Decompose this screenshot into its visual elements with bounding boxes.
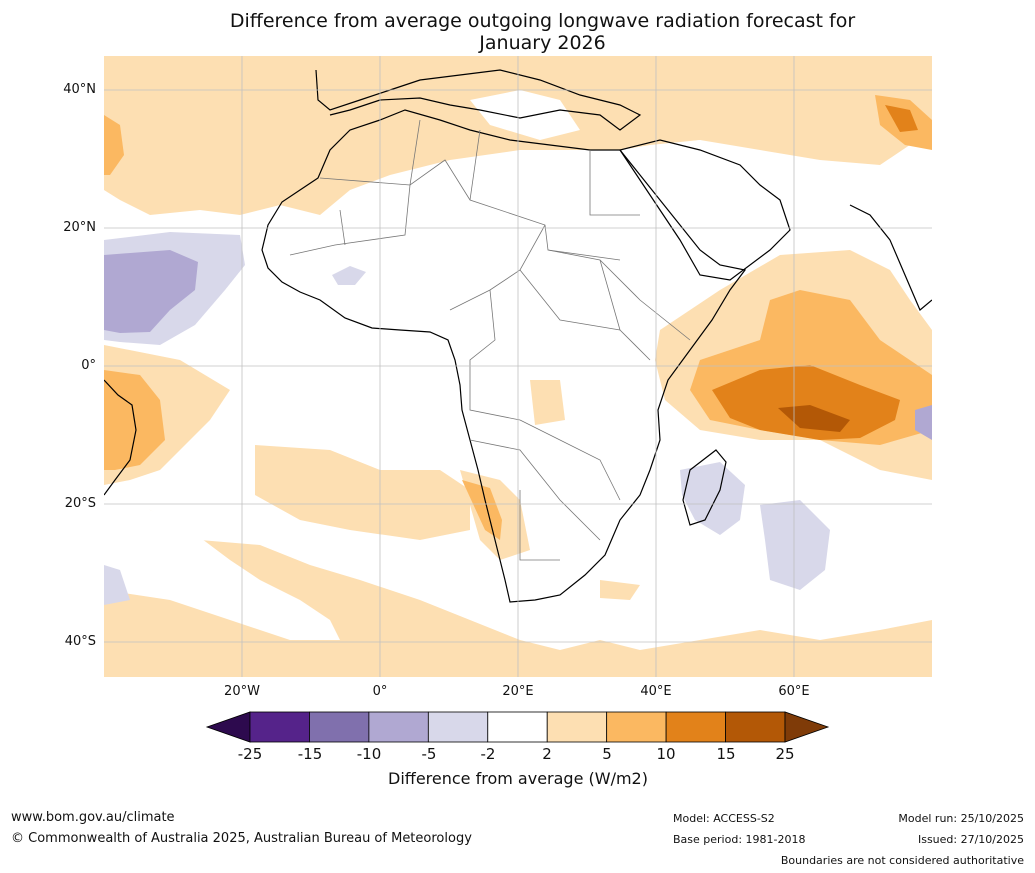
colorbar-segment: [368, 711, 429, 743]
colorbar-tick: 15: [716, 745, 736, 763]
footer-model-run: Model run: 25/10/2025: [898, 812, 1024, 825]
colorbar-tick: -25: [237, 745, 263, 763]
footer-model: Model: ACCESS-S2: [673, 812, 775, 825]
lon-label-20w: 20°W: [224, 684, 260, 699]
anomaly-atlantic-cool-core: [104, 250, 198, 333]
country-borders: [289, 119, 691, 561]
colorbar-tick: 10: [656, 745, 676, 763]
anomaly-madagascar-cool: [680, 462, 745, 535]
colorbar-label: Difference from average (W/m2): [388, 769, 648, 788]
footer-copyright: © Commonwealth of Australia 2025, Austra…: [11, 831, 472, 846]
lat-label-40n: 40°N: [63, 82, 96, 97]
anomaly-far-east-cool: [915, 405, 932, 440]
colorbar-extend-max: [784, 711, 830, 743]
coast-madagascar: [682, 449, 727, 526]
anomaly-east-indian-cool: [760, 500, 830, 590]
coastlines: [104, 69, 932, 603]
coast-arabia: [619, 139, 791, 281]
footer-disclaimer: Boundaries are not considered authoritat…: [780, 854, 1024, 867]
graticule: [104, 56, 932, 677]
colorbar-segment: [606, 711, 667, 743]
lat-label-40s: 40°S: [64, 634, 96, 649]
lon-label-20e: 20°E: [502, 684, 534, 699]
colorbar-tick: -10: [356, 745, 382, 763]
anomaly-iberia: [470, 90, 580, 140]
colorbar-segment: [249, 711, 310, 743]
lon-label-0: 0°: [372, 684, 388, 699]
colorbar-segment: [665, 711, 726, 743]
coast-africa: [261, 109, 747, 603]
footer-base-period: Base period: 1981-2018: [673, 833, 806, 846]
map-title: Difference from average outgoing longwav…: [180, 10, 905, 54]
map-panel: [104, 56, 932, 677]
colorbar-segment: [546, 711, 608, 743]
lon-label-60e: 60°E: [778, 684, 810, 699]
anomaly-south-atlantic-blank: [104, 500, 340, 640]
anomaly-south-atlantic-mid: [255, 445, 470, 540]
colorbar-tick: -5: [421, 745, 437, 763]
footer-issued: Issued: 27/10/2025: [917, 833, 1024, 846]
anomaly-west-africa-cool: [332, 266, 366, 285]
colorbar-tick: 2: [542, 745, 552, 763]
colorbar-segment: [427, 711, 489, 743]
lon-label-40e: 40°E: [640, 684, 672, 699]
anomaly-kenya: [530, 380, 565, 425]
anomaly-madagascar-south: [600, 580, 640, 600]
anomaly-middle-east-blank: [620, 140, 800, 270]
coast-south-america: [104, 379, 137, 496]
lat-label-20s: 20°S: [64, 496, 96, 511]
title-line-1: Difference from average outgoing longwav…: [229, 10, 856, 32]
anomaly-indian-ocean-core: [778, 405, 850, 432]
coast-india: [849, 204, 932, 311]
colorbar-tick: 5: [602, 745, 612, 763]
colorbar-tick: 25: [775, 745, 795, 763]
lat-label-equator: 0°: [81, 358, 96, 373]
colorbar: [205, 711, 830, 743]
anomaly-south-atlantic-cool: [104, 565, 130, 605]
colorbar-extend-min: [205, 711, 251, 743]
colorbar-tick: -2: [480, 745, 496, 763]
footer-website: www.bom.gov.au/climate: [11, 810, 175, 825]
title-line-2: January 2026: [479, 32, 606, 54]
colorbar-segment: [309, 711, 370, 743]
coast-europe: [315, 69, 642, 131]
anomaly-iran-core: [885, 105, 918, 132]
anomaly-indian-ocean-strong: [712, 365, 900, 440]
lat-label-20n: 20°N: [63, 220, 96, 235]
colorbar-segment: [725, 711, 786, 743]
colorbar-segment: [487, 711, 548, 743]
anomaly-namibia-core: [462, 480, 502, 540]
anomaly-west-atlantic-coast: [104, 115, 124, 175]
colorbar-tick: -15: [297, 745, 323, 763]
